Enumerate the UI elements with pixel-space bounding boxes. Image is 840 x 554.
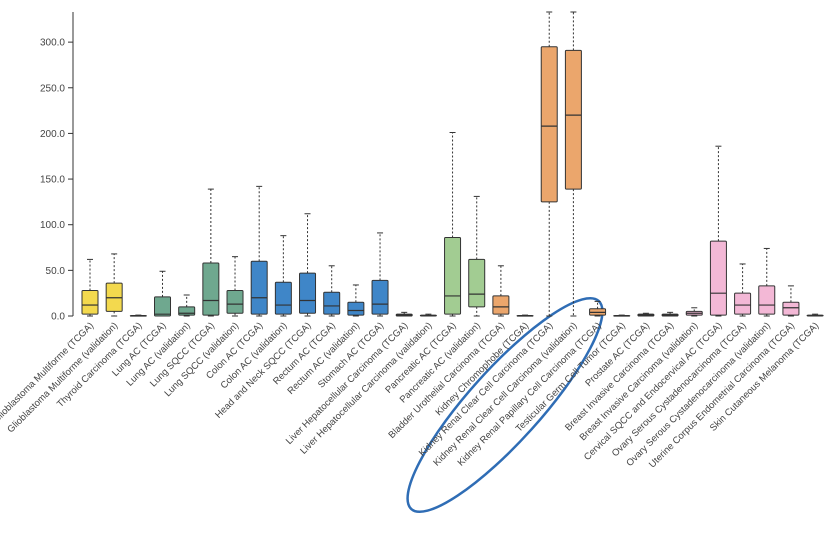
y-tick-label: 150.0 <box>40 175 65 186</box>
box <box>226 289 244 314</box>
x-tick-label: Glioblastoma Multiforme (TCGA) <box>0 320 96 425</box>
box <box>758 285 776 315</box>
box <box>250 260 268 315</box>
y-tick-label: 200.0 <box>40 129 65 140</box>
y-tick-label: 250.0 <box>40 83 65 94</box>
x-tick-label: Glioblastoma Multiforme (validation) <box>5 320 120 435</box>
box <box>274 281 292 315</box>
y-tick-label: 0.0 <box>51 312 65 323</box>
box <box>299 272 317 314</box>
y-tick-label: 50.0 <box>46 266 66 277</box>
y-tick-label: 300.0 <box>40 38 65 49</box>
box <box>468 258 486 308</box>
box <box>564 49 582 190</box>
box <box>444 236 462 315</box>
box <box>371 279 389 315</box>
box <box>782 301 800 316</box>
box <box>540 46 558 203</box>
box <box>709 240 727 316</box>
box <box>347 301 365 316</box>
box <box>492 295 510 315</box>
y-tick-label: 100.0 <box>40 220 65 231</box>
box <box>154 296 172 317</box>
box <box>734 292 752 315</box>
box <box>202 262 220 316</box>
box <box>81 289 99 315</box>
box <box>323 291 341 315</box>
